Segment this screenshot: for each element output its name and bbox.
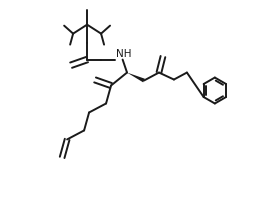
Polygon shape — [127, 73, 145, 83]
Text: NH: NH — [116, 49, 131, 59]
